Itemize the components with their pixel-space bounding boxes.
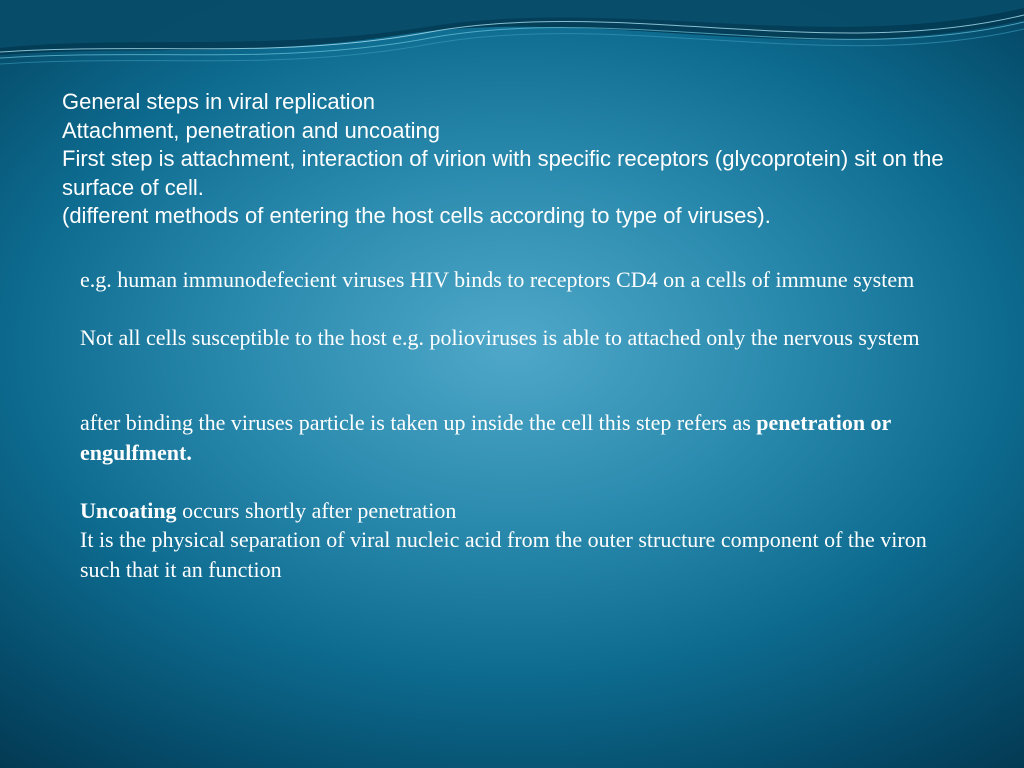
slide-content: General steps in viral replication Attac… (62, 88, 984, 585)
heading-line: Attachment, penetration and uncoating (62, 117, 984, 146)
text-run: It is the physical separation of viral n… (80, 527, 927, 582)
paragraph: after binding the viruses particle is ta… (80, 408, 954, 467)
heading-line: First step is attachment, interaction of… (62, 145, 984, 202)
body-block-2: after binding the viruses particle is ta… (80, 408, 954, 584)
bold-text: Uncoating (80, 498, 177, 523)
text-run: occurs shortly after penetration (177, 498, 457, 523)
text-run: after binding the viruses particle is ta… (80, 410, 756, 435)
body-block-1: e.g. human immunodefecient viruses HIV b… (80, 265, 954, 352)
paragraph: Not all cells susceptible to the host e.… (80, 323, 954, 353)
heading-line: (different methods of entering the host … (62, 202, 984, 231)
heading-line: General steps in viral replication (62, 88, 984, 117)
slide: General steps in viral replication Attac… (0, 0, 1024, 768)
paragraph: e.g. human immunodefecient viruses HIV b… (80, 265, 954, 295)
heading-block: General steps in viral replication Attac… (62, 88, 984, 231)
paragraph: Uncoating occurs shortly after penetrati… (80, 496, 954, 585)
